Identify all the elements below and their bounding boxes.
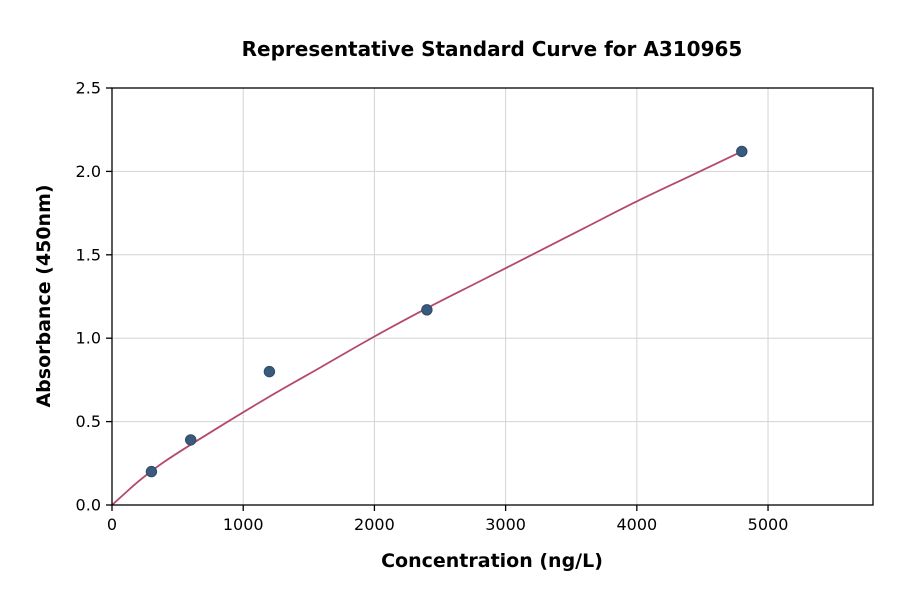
data-point	[185, 434, 197, 446]
y-tick-label: 1.5	[76, 245, 101, 264]
plot-area: 0 1000 2000 3000 4000 5000 0.0 0.5 1.0 1.5 2.0 2.5	[76, 79, 874, 535]
x-tick-label: 0	[107, 515, 117, 534]
x-tick-label: 5000	[748, 515, 789, 534]
y-axis-label: Absorbance (450nm)	[33, 184, 55, 407]
axis-tick-labels: 0 1000 2000 3000 4000 5000 0.0 0.5 1.0 1.5 2.0 2.5	[76, 79, 789, 535]
data-points	[145, 145, 748, 478]
y-tick-label: 0.0	[76, 496, 101, 515]
data-point	[421, 304, 433, 316]
y-tick-label: 0.5	[76, 412, 101, 431]
data-point	[263, 365, 276, 378]
chart-title: Representative Standard Curve for A31096…	[242, 37, 743, 61]
x-tick-label: 3000	[485, 515, 526, 534]
x-tick-label: 2000	[354, 515, 395, 534]
data-point	[736, 145, 748, 158]
x-axis-label: Concentration (ng/L)	[381, 550, 603, 572]
x-tick-label: 1000	[223, 515, 264, 534]
y-tick-label: 2.0	[76, 162, 101, 181]
y-tick-label: 1.0	[76, 329, 101, 348]
grid-lines	[111, 87, 873, 506]
axis-ticks	[106, 87, 769, 511]
data-point	[145, 465, 158, 478]
x-tick-label: 4000	[616, 515, 657, 534]
y-tick-label: 2.5	[76, 79, 101, 98]
plot-border	[111, 87, 874, 506]
fit-curve-line	[111, 150, 743, 506]
